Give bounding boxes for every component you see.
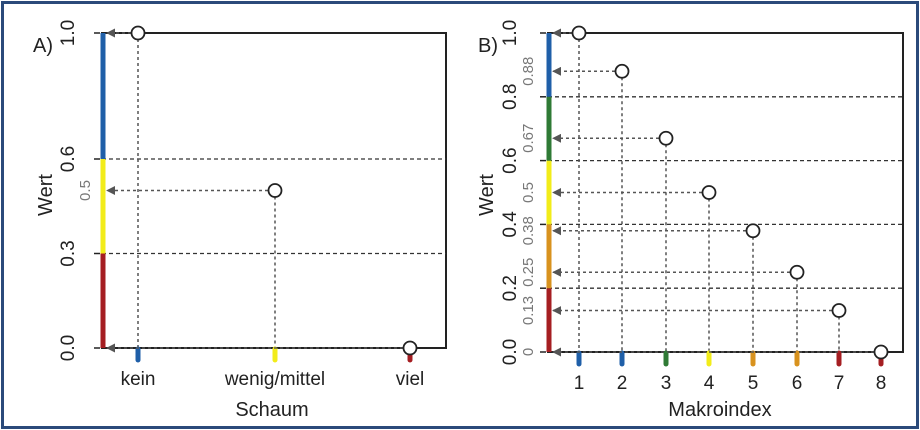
panel-b-value-label: 0 (520, 348, 537, 356)
panel-b-value-label: 0.38 (520, 216, 537, 245)
panel-a-y-axis-label: Wert (35, 174, 57, 216)
panel-a-x-tick-label: wenig/mittel (224, 369, 325, 390)
panel-b-data-point (614, 63, 630, 79)
panel-a-y-tick-label: 1.0 (58, 20, 79, 46)
panel-b-data-point (789, 264, 805, 280)
panel-b-value-label: 0.25 (520, 258, 537, 287)
panel-b-x-tick-label: 6 (792, 373, 803, 394)
panel-a-data-point (130, 25, 146, 41)
panel-a-y-tick-label: 0.0 (58, 335, 79, 361)
panel-a-x-tick-label: kein (121, 369, 156, 390)
panel-a-y-tick-label: 0.6 (58, 146, 79, 172)
panel-a-label: A) (33, 35, 53, 57)
panel-a-x-tick-label: viel (396, 369, 425, 390)
panel-a-data-point (402, 340, 418, 356)
panel-b-y-tick-label: 0.8 (500, 84, 521, 110)
panel-b-chart: B) Wert Makroindex 0.0 0.2 0.4 0.6 0.8 1.0 0.8… (476, 20, 904, 421)
panel-b-data-point (701, 185, 717, 200)
panel-b-data-point (873, 344, 889, 360)
panel-b-x-tick-label: 8 (876, 373, 887, 394)
panel-b-data-point (831, 303, 847, 318)
panel-b-value-label: 0.5 (520, 182, 537, 203)
panel-a-x-axis-label: Schaum (235, 399, 308, 421)
panel-a-data-point (267, 183, 283, 198)
panel-b-y-axis-label: Wert (476, 174, 498, 216)
panel-b-value-label: 0.67 (520, 124, 537, 153)
panel-b-value-label: 0.13 (520, 296, 537, 325)
panel-b-x-axis-label: Makroindex (668, 399, 771, 421)
panel-b-data-point (745, 223, 761, 239)
panel-b-data-point (571, 25, 587, 41)
panel-b-label: B) (478, 35, 498, 57)
panel-b-y-tick-label: 0.2 (500, 275, 521, 301)
panel-b-x-tick-label: 7 (834, 373, 845, 394)
panel-b-x-tick-label: 2 (617, 373, 628, 394)
panel-a-value-label: 0.5 (77, 180, 94, 201)
panel-b-x-tick-label: 5 (748, 373, 759, 394)
panel-b-y-tick-label: 1.0 (500, 20, 521, 46)
panel-a-y-tick-label: 0.3 (58, 240, 79, 266)
panel-b-x-tick-label: 4 (704, 373, 715, 394)
panel-b-x-tick-label: 1 (574, 373, 585, 394)
panel-b-x-tick-label: 3 (661, 373, 672, 394)
panel-b-value-label: 0.88 (520, 57, 537, 86)
panel-a-chart: A) Wert Schaum 0.0 0.3 0.6 1.0 0.5 kein wenig/… (33, 20, 447, 421)
panel-b-y-tick-label: 0.4 (500, 211, 521, 238)
panel-b-y-tick-label: 0.6 (500, 147, 521, 173)
panel-b-data-point (658, 130, 674, 146)
panel-b-y-tick-label: 0.0 (500, 339, 521, 365)
